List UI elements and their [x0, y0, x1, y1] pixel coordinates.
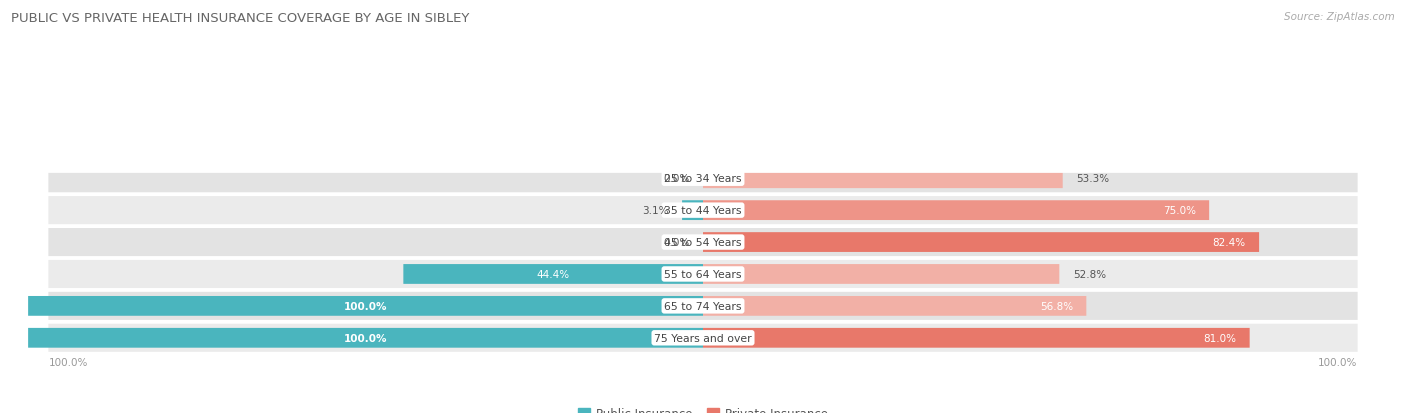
Text: 56.8%: 56.8%	[1039, 301, 1073, 311]
Legend: Public Insurance, Private Insurance: Public Insurance, Private Insurance	[574, 402, 832, 413]
FancyBboxPatch shape	[628, 74, 703, 93]
Text: 75.0%: 75.0%	[1163, 206, 1195, 216]
FancyBboxPatch shape	[703, 137, 1310, 157]
Text: 11.1%: 11.1%	[582, 78, 614, 88]
Text: 65 to 74 Years: 65 to 74 Years	[664, 301, 742, 311]
FancyBboxPatch shape	[703, 328, 1250, 348]
FancyBboxPatch shape	[28, 296, 703, 316]
FancyBboxPatch shape	[703, 74, 1115, 93]
Text: 10.0%: 10.0%	[589, 142, 621, 152]
Text: 11.1%: 11.1%	[582, 110, 614, 120]
FancyBboxPatch shape	[48, 101, 1358, 129]
FancyBboxPatch shape	[703, 264, 1059, 284]
FancyBboxPatch shape	[703, 201, 1209, 221]
Text: Source: ZipAtlas.com: Source: ZipAtlas.com	[1284, 12, 1395, 22]
FancyBboxPatch shape	[48, 165, 1358, 193]
Text: 44.4%: 44.4%	[537, 269, 569, 279]
Text: 55 to 64 Years: 55 to 64 Years	[664, 269, 742, 279]
Text: 35 to 44 Years: 35 to 44 Years	[664, 206, 742, 216]
Text: PUBLIC VS PRIVATE HEALTH INSURANCE COVERAGE BY AGE IN SIBLEY: PUBLIC VS PRIVATE HEALTH INSURANCE COVER…	[11, 12, 470, 25]
FancyBboxPatch shape	[703, 169, 1063, 189]
FancyBboxPatch shape	[48, 324, 1358, 352]
FancyBboxPatch shape	[48, 133, 1358, 161]
FancyBboxPatch shape	[48, 260, 1358, 288]
Text: 100.0%: 100.0%	[344, 301, 387, 311]
Text: 83.3%: 83.3%	[1219, 110, 1251, 120]
FancyBboxPatch shape	[48, 197, 1358, 225]
Text: 75 Years and over: 75 Years and over	[654, 333, 752, 343]
Text: 0.0%: 0.0%	[664, 174, 689, 184]
FancyBboxPatch shape	[703, 233, 1260, 252]
Text: 45 to 54 Years: 45 to 54 Years	[664, 237, 742, 247]
Text: 52.8%: 52.8%	[1073, 269, 1107, 279]
FancyBboxPatch shape	[404, 264, 703, 284]
FancyBboxPatch shape	[28, 328, 703, 348]
Text: 81.0%: 81.0%	[1204, 333, 1236, 343]
FancyBboxPatch shape	[703, 105, 1265, 125]
Text: 25 to 34 Years: 25 to 34 Years	[664, 174, 742, 184]
Text: 100.0%: 100.0%	[1319, 357, 1358, 367]
FancyBboxPatch shape	[682, 201, 703, 221]
Text: 100.0%: 100.0%	[48, 357, 87, 367]
FancyBboxPatch shape	[628, 105, 703, 125]
FancyBboxPatch shape	[636, 137, 703, 157]
Text: 3.1%: 3.1%	[643, 206, 669, 216]
FancyBboxPatch shape	[48, 69, 1358, 97]
FancyBboxPatch shape	[48, 292, 1358, 320]
Text: 90.0%: 90.0%	[1264, 142, 1296, 152]
FancyBboxPatch shape	[703, 296, 1087, 316]
Text: 53.3%: 53.3%	[1076, 174, 1109, 184]
Text: Under 6: Under 6	[682, 78, 724, 88]
Text: 82.4%: 82.4%	[1212, 237, 1246, 247]
Text: 6 to 18 Years: 6 to 18 Years	[668, 110, 738, 120]
Text: 0.0%: 0.0%	[664, 237, 689, 247]
Text: 61.1%: 61.1%	[1069, 78, 1102, 88]
FancyBboxPatch shape	[48, 228, 1358, 256]
Text: 100.0%: 100.0%	[344, 333, 387, 343]
Text: 19 to 25 Years: 19 to 25 Years	[664, 142, 742, 152]
